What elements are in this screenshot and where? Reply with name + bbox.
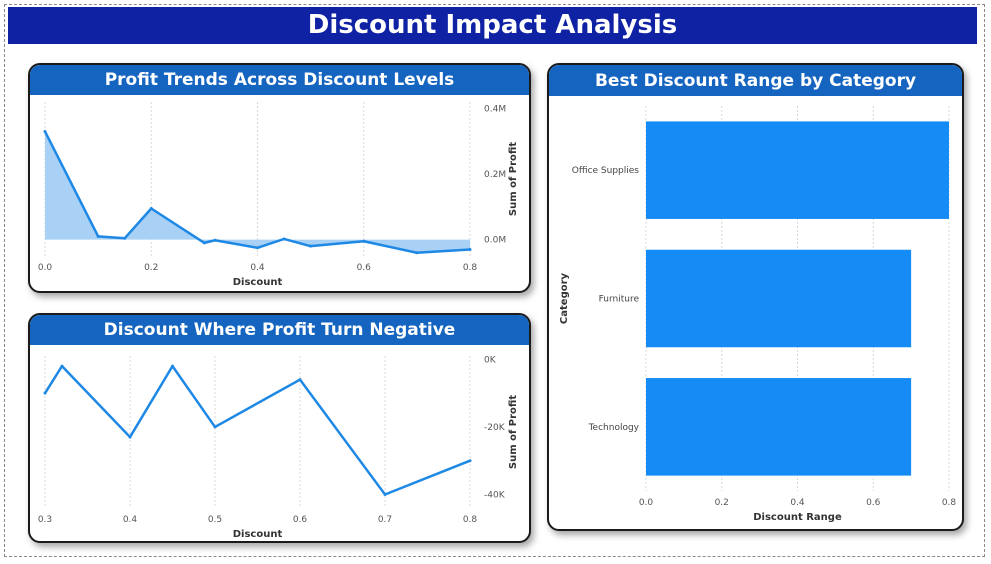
profit-trends-data-point [202, 241, 206, 245]
profit-trends-x-tick-label: 0.6 [357, 263, 372, 273]
profit-trends-data-point [362, 239, 366, 243]
negative-profit-y-tick-label: -20K [484, 423, 506, 433]
best-discount-category-label: Office Supplies [572, 166, 640, 176]
profit-trends-data-point [415, 251, 419, 255]
negative-profit-x-tick-label: 0.6 [293, 515, 308, 525]
negative-profit-data-point [213, 425, 217, 429]
profit-trends-data-point [282, 237, 286, 241]
profit-trends-x-tick-label: 0.0 [38, 263, 53, 273]
best-discount-category-label: Furniture [599, 295, 640, 305]
best-discount-x-tick-label: 0.6 [866, 498, 881, 508]
negative-profit-data-point [43, 391, 47, 395]
profit-trends-data-point [96, 234, 100, 238]
profit-trends-data-point [213, 238, 217, 242]
negative-profit-y-tick-label: 0K [484, 355, 497, 365]
negative-profit-data-point [171, 364, 174, 368]
profit-trends-data-point [256, 246, 259, 250]
best-discount-bar [646, 121, 949, 219]
negative-profit-x-tick-label: 0.4 [123, 515, 138, 525]
best-discount-category-label: Technology [588, 423, 640, 433]
negative-profit-series-line [43, 364, 471, 496]
profit-trends-data-point [43, 129, 47, 133]
dashboard-frame [4, 4, 985, 557]
negative-profit-x-tick-label: 0.5 [208, 515, 222, 525]
negative-profit-data-point [298, 378, 302, 382]
negative-profit-data-point [60, 364, 64, 368]
profit-trends-card[interactable]: Profit Trends Across Discount Levels 0.0… [28, 63, 531, 293]
dashboard-title: Discount Impact Analysis [8, 7, 977, 44]
negative-profit-data-point [383, 492, 387, 496]
negative-profit-card[interactable]: Discount Where Profit Turn Negative 0.3 0… [28, 313, 531, 543]
profit-trends-y-tick-label: 0.2M [484, 170, 506, 180]
negative-profit-data-point [468, 459, 472, 463]
best-discount-x-tick-label: 0.0 [639, 498, 654, 508]
profit-trends-x-tick-label: 0.4 [250, 263, 265, 273]
profit-trends-data-point [149, 206, 153, 210]
negative-profit-chart: 0.3 0.4 0.5 0.6 0.7 0.8 0K -20K -40K Discount Sum … [38, 355, 519, 540]
profit-trends-data-point [468, 247, 472, 251]
negative-profit-x-tick-label: 0.3 [38, 515, 52, 525]
profit-trends-title: Profit Trends Across Discount Levels [30, 65, 529, 95]
profit-trends-y-tick-label: 0.0M [484, 236, 506, 246]
best-discount-x-tick-label: 0.4 [790, 498, 805, 508]
profit-trends-data-point [309, 244, 313, 248]
negative-profit-x-tick-label: 0.8 [463, 515, 478, 525]
best-discount-x-axis-title: Discount Range [753, 512, 842, 523]
profit-trends-y-tick-label: 0.4M [484, 105, 506, 115]
profit-trends-x-tick-label: 0.2 [144, 263, 158, 273]
negative-profit-x-axis-title: Discount [233, 529, 283, 540]
profit-trends-data-point [123, 236, 127, 240]
profit-trends-x-tick-label: 0.8 [463, 263, 478, 273]
negative-profit-x-tick-label: 0.7 [378, 515, 392, 525]
best-discount-bar [646, 249, 912, 348]
profit-trends-chart: 0.0 0.2 0.4 0.6 0.8 0.0M 0.2M 0.4M Discount Sum o… [38, 102, 519, 288]
profit-trends-y-axis-title: Sum of Profit [508, 142, 519, 216]
best-discount-x-tick-label: 0.2 [715, 498, 729, 508]
profit-trends-x-axis-title: Discount [233, 277, 283, 288]
negative-profit-title: Discount Where Profit Turn Negative [30, 315, 529, 345]
best-discount-card[interactable]: Best Discount Range by Category 0.0 0.2 0.… [547, 63, 964, 531]
best-discount-y-axis-title: Category [559, 272, 570, 324]
best-discount-x-tick-label: 0.8 [942, 498, 957, 508]
profit-trends-series-line [43, 130, 471, 254]
negative-profit-y-axis-title: Sum of Profit [508, 395, 519, 469]
negative-profit-y-tick-label: -40K [484, 490, 506, 500]
negative-profit-data-point [128, 435, 132, 439]
best-discount-title: Best Discount Range by Category [549, 65, 962, 96]
best-discount-bar [646, 378, 912, 476]
best-discount-chart: 0.0 0.2 0.4 0.6 0.8 Office Supplies Furniture T… [559, 106, 957, 523]
profit-trends-area [45, 131, 470, 253]
